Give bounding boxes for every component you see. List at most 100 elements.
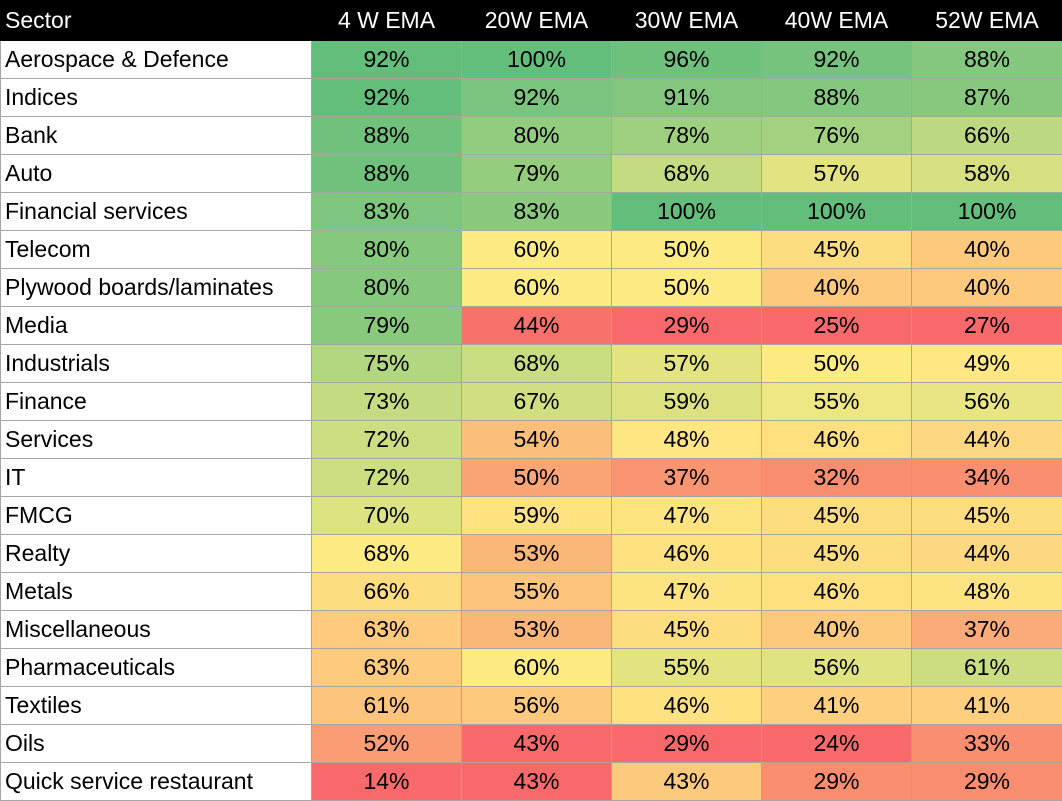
ema-40w-cell: 56% (762, 649, 912, 687)
ema-52w-cell: 27% (912, 307, 1062, 345)
ema-40w-cell: 32% (762, 459, 912, 497)
ema-52w-cell: 41% (912, 687, 1062, 725)
ema-30w-cell: 46% (612, 687, 762, 725)
ema-52w-cell: 100% (912, 193, 1062, 231)
ema-20w-cell: 44% (462, 307, 612, 345)
ema-4w-cell: 92% (312, 79, 462, 117)
ema-40w-cell: 46% (762, 421, 912, 459)
ema-30w-cell: 57% (612, 345, 762, 383)
ema-52w-cell: 61% (912, 649, 1062, 687)
ema-40w-cell: 45% (762, 497, 912, 535)
ema-30w-cell: 55% (612, 649, 762, 687)
ema-20w-cell: 43% (462, 725, 612, 763)
sector-cell: Quick service restaurant (1, 763, 312, 801)
ema-30w-cell: 48% (612, 421, 762, 459)
ema-30w-cell: 45% (612, 611, 762, 649)
ema-20w-cell: 53% (462, 611, 612, 649)
ema-4w-cell: 72% (312, 459, 462, 497)
ema-52w-cell: 29% (912, 763, 1062, 801)
sector-cell: Plywood boards/laminates (1, 269, 312, 307)
sector-cell: Financial services (1, 193, 312, 231)
ema-4w-cell: 66% (312, 573, 462, 611)
ema-4w-cell: 63% (312, 649, 462, 687)
sector-cell: Miscellaneous (1, 611, 312, 649)
ema-52w-cell: 40% (912, 231, 1062, 269)
ema-4w-cell: 72% (312, 421, 462, 459)
ema-20w-cell: 68% (462, 345, 612, 383)
ema-20w-cell: 60% (462, 231, 612, 269)
ema-52w-cell: 37% (912, 611, 1062, 649)
sector-cell: Media (1, 307, 312, 345)
ema-30w-cell: 78% (612, 117, 762, 155)
header-sector: Sector (1, 1, 312, 41)
ema-40w-cell: 24% (762, 725, 912, 763)
ema-20w-cell: 56% (462, 687, 612, 725)
ema-4w-cell: 14% (312, 763, 462, 801)
header-40w-ema: 40W EMA (762, 1, 912, 41)
ema-4w-cell: 80% (312, 231, 462, 269)
ema-52w-cell: 45% (912, 497, 1062, 535)
ema-30w-cell: 50% (612, 269, 762, 307)
ema-30w-cell: 47% (612, 573, 762, 611)
ema-40w-cell: 100% (762, 193, 912, 231)
ema-52w-cell: 44% (912, 535, 1062, 573)
ema-30w-cell: 46% (612, 535, 762, 573)
sector-cell: Indices (1, 79, 312, 117)
ema-20w-cell: 79% (462, 155, 612, 193)
ema-30w-cell: 59% (612, 383, 762, 421)
ema-20w-cell: 59% (462, 497, 612, 535)
ema-40w-cell: 46% (762, 573, 912, 611)
ema-30w-cell: 68% (612, 155, 762, 193)
ema-4w-cell: 92% (312, 41, 462, 79)
ema-4w-cell: 73% (312, 383, 462, 421)
sector-cell: Pharmaceuticals (1, 649, 312, 687)
header-20w-ema: 20W EMA (462, 1, 612, 41)
ema-52w-cell: 49% (912, 345, 1062, 383)
ema-40w-cell: 45% (762, 535, 912, 573)
ema-4w-cell: 80% (312, 269, 462, 307)
ema-40w-cell: 50% (762, 345, 912, 383)
ema-52w-cell: 44% (912, 421, 1062, 459)
ema-30w-cell: 43% (612, 763, 762, 801)
ema-52w-cell: 88% (912, 41, 1062, 79)
ema-30w-cell: 47% (612, 497, 762, 535)
sector-cell: Services (1, 421, 312, 459)
ema-4w-cell: 68% (312, 535, 462, 573)
ema-30w-cell: 96% (612, 41, 762, 79)
header-52w-ema: 52W EMA (912, 1, 1062, 41)
ema-40w-cell: 76% (762, 117, 912, 155)
ema-20w-cell: 60% (462, 269, 612, 307)
header-4w-ema: 4 W EMA (312, 1, 462, 41)
ema-52w-cell: 56% (912, 383, 1062, 421)
ema-4w-cell: 79% (312, 307, 462, 345)
ema-20w-cell: 100% (462, 41, 612, 79)
ema-20w-cell: 83% (462, 193, 612, 231)
sector-cell: Industrials (1, 345, 312, 383)
ema-4w-cell: 88% (312, 117, 462, 155)
ema-52w-cell: 87% (912, 79, 1062, 117)
sector-cell: Auto (1, 155, 312, 193)
sector-cell: Metals (1, 573, 312, 611)
ema-4w-cell: 83% (312, 193, 462, 231)
ema-4w-cell: 70% (312, 497, 462, 535)
sector-cell: IT (1, 459, 312, 497)
ema-30w-cell: 50% (612, 231, 762, 269)
sector-cell: Realty (1, 535, 312, 573)
ema-20w-cell: 50% (462, 459, 612, 497)
ema-40w-cell: 25% (762, 307, 912, 345)
ema-4w-cell: 75% (312, 345, 462, 383)
